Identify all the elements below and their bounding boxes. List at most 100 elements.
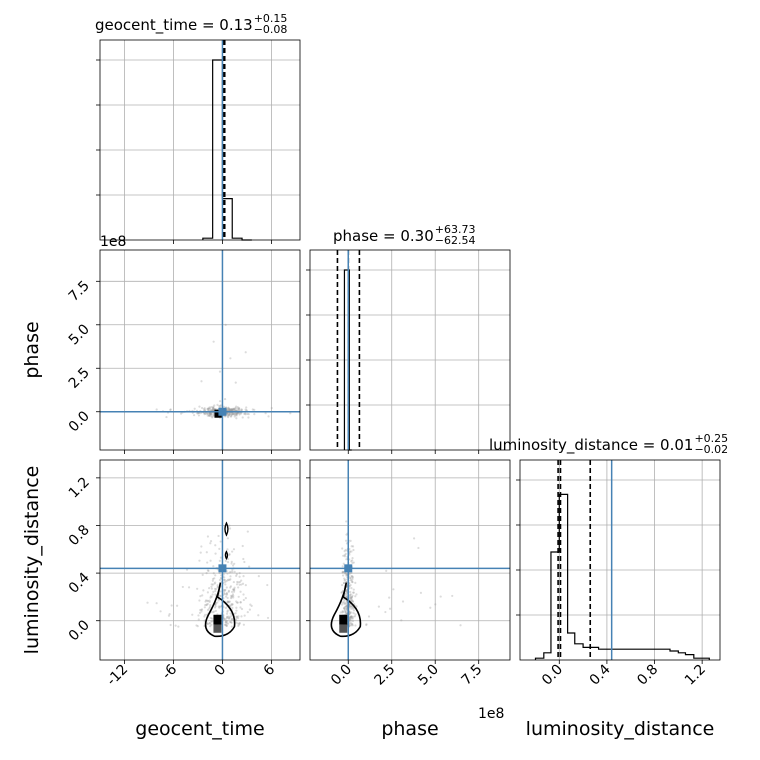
sample-point [238, 413, 241, 416]
sample-point [227, 413, 230, 416]
sample-point [209, 415, 213, 418]
sample-point [210, 620, 213, 623]
sample-point [219, 590, 222, 593]
sample-point [226, 416, 230, 419]
sample-point [244, 412, 247, 415]
sample-point [237, 586, 240, 589]
sample-point [227, 578, 230, 581]
y-tick-label: 5.0 [66, 321, 93, 348]
sample-point [195, 624, 198, 627]
sample-point [246, 610, 249, 614]
sample-point [209, 559, 212, 562]
sample-point [224, 621, 227, 624]
sample-point [211, 617, 214, 620]
sample-point [179, 412, 183, 415]
sample-point [343, 609, 346, 612]
sample-point [341, 603, 344, 606]
sample-point [200, 608, 203, 611]
sample-point [225, 616, 228, 620]
sample-point [237, 595, 240, 598]
sample-point [228, 409, 231, 412]
sample-point [351, 576, 354, 579]
sample-point [227, 406, 230, 409]
sample-point [239, 590, 242, 593]
sample-point [187, 586, 191, 589]
sample-point [165, 415, 168, 419]
sample-point [208, 600, 211, 604]
sample-point [213, 404, 216, 407]
sample-point [351, 619, 355, 623]
sample-point [211, 577, 215, 581]
samples-luminosity_distance-geocent_time [146, 521, 270, 638]
sample-point [175, 604, 179, 607]
sample-point [230, 413, 233, 416]
sample-point [214, 605, 217, 608]
sample-point [197, 414, 201, 417]
sample-point [342, 602, 345, 605]
sample-point [267, 415, 270, 418]
sample-point [343, 599, 346, 602]
density-peak [339, 614, 348, 625]
sample-point [344, 572, 347, 575]
sample-point [210, 587, 214, 590]
sample-point [351, 616, 354, 620]
sample-point [350, 595, 354, 599]
sample-point [365, 623, 368, 627]
sample-point [459, 624, 462, 627]
sample-point [228, 413, 231, 416]
truth-marker [344, 564, 353, 573]
sample-point [345, 594, 348, 597]
panel-frame-phase-phase [309, 249, 511, 451]
sample-point [211, 583, 214, 586]
sample-point [224, 621, 227, 624]
sample-point [219, 576, 222, 580]
sample-point [228, 408, 231, 412]
sample-point [351, 607, 354, 610]
sample-point [218, 400, 222, 403]
sample-point [352, 609, 355, 612]
title-error-plus: +0.15 [254, 12, 288, 25]
y-tick-label: 0.8 [66, 522, 93, 549]
sample-point [230, 617, 233, 620]
sample-point [214, 574, 217, 577]
sample-point [235, 413, 238, 416]
sample-point [203, 606, 206, 609]
sample-point [348, 572, 351, 575]
sample-point [205, 551, 208, 554]
sample-point [229, 586, 232, 589]
sample-point [230, 413, 233, 416]
sample-point [240, 583, 243, 586]
sample-point [234, 412, 237, 415]
sample-point [215, 587, 218, 591]
truth-marker [218, 407, 227, 416]
sample-point [235, 573, 238, 576]
sample-point [214, 609, 217, 612]
sample-point [343, 550, 346, 553]
sample-point [341, 611, 344, 614]
sample-point [355, 605, 358, 608]
sample-point [206, 569, 210, 572]
sample-point [227, 407, 230, 410]
sample-point [352, 591, 355, 594]
sample-point [214, 581, 217, 584]
sample-point [234, 617, 238, 620]
sample-point [367, 615, 371, 618]
sample-point [235, 600, 238, 603]
x-tick-label: 6 [261, 661, 279, 679]
sample-point [257, 614, 260, 617]
sample-point [228, 578, 231, 582]
sample-point [248, 608, 251, 611]
sample-point [352, 561, 355, 564]
sample-point [208, 586, 211, 590]
sample-point [223, 592, 226, 595]
sample-point [224, 619, 228, 622]
sample-point [229, 575, 232, 578]
sample-point [348, 603, 351, 606]
sample-point [214, 552, 217, 555]
sample-point [206, 591, 209, 594]
sample-point [348, 611, 351, 614]
sample-point [266, 583, 269, 587]
sample-point [345, 542, 349, 545]
sample-point [223, 397, 227, 401]
sample-point [218, 571, 221, 575]
